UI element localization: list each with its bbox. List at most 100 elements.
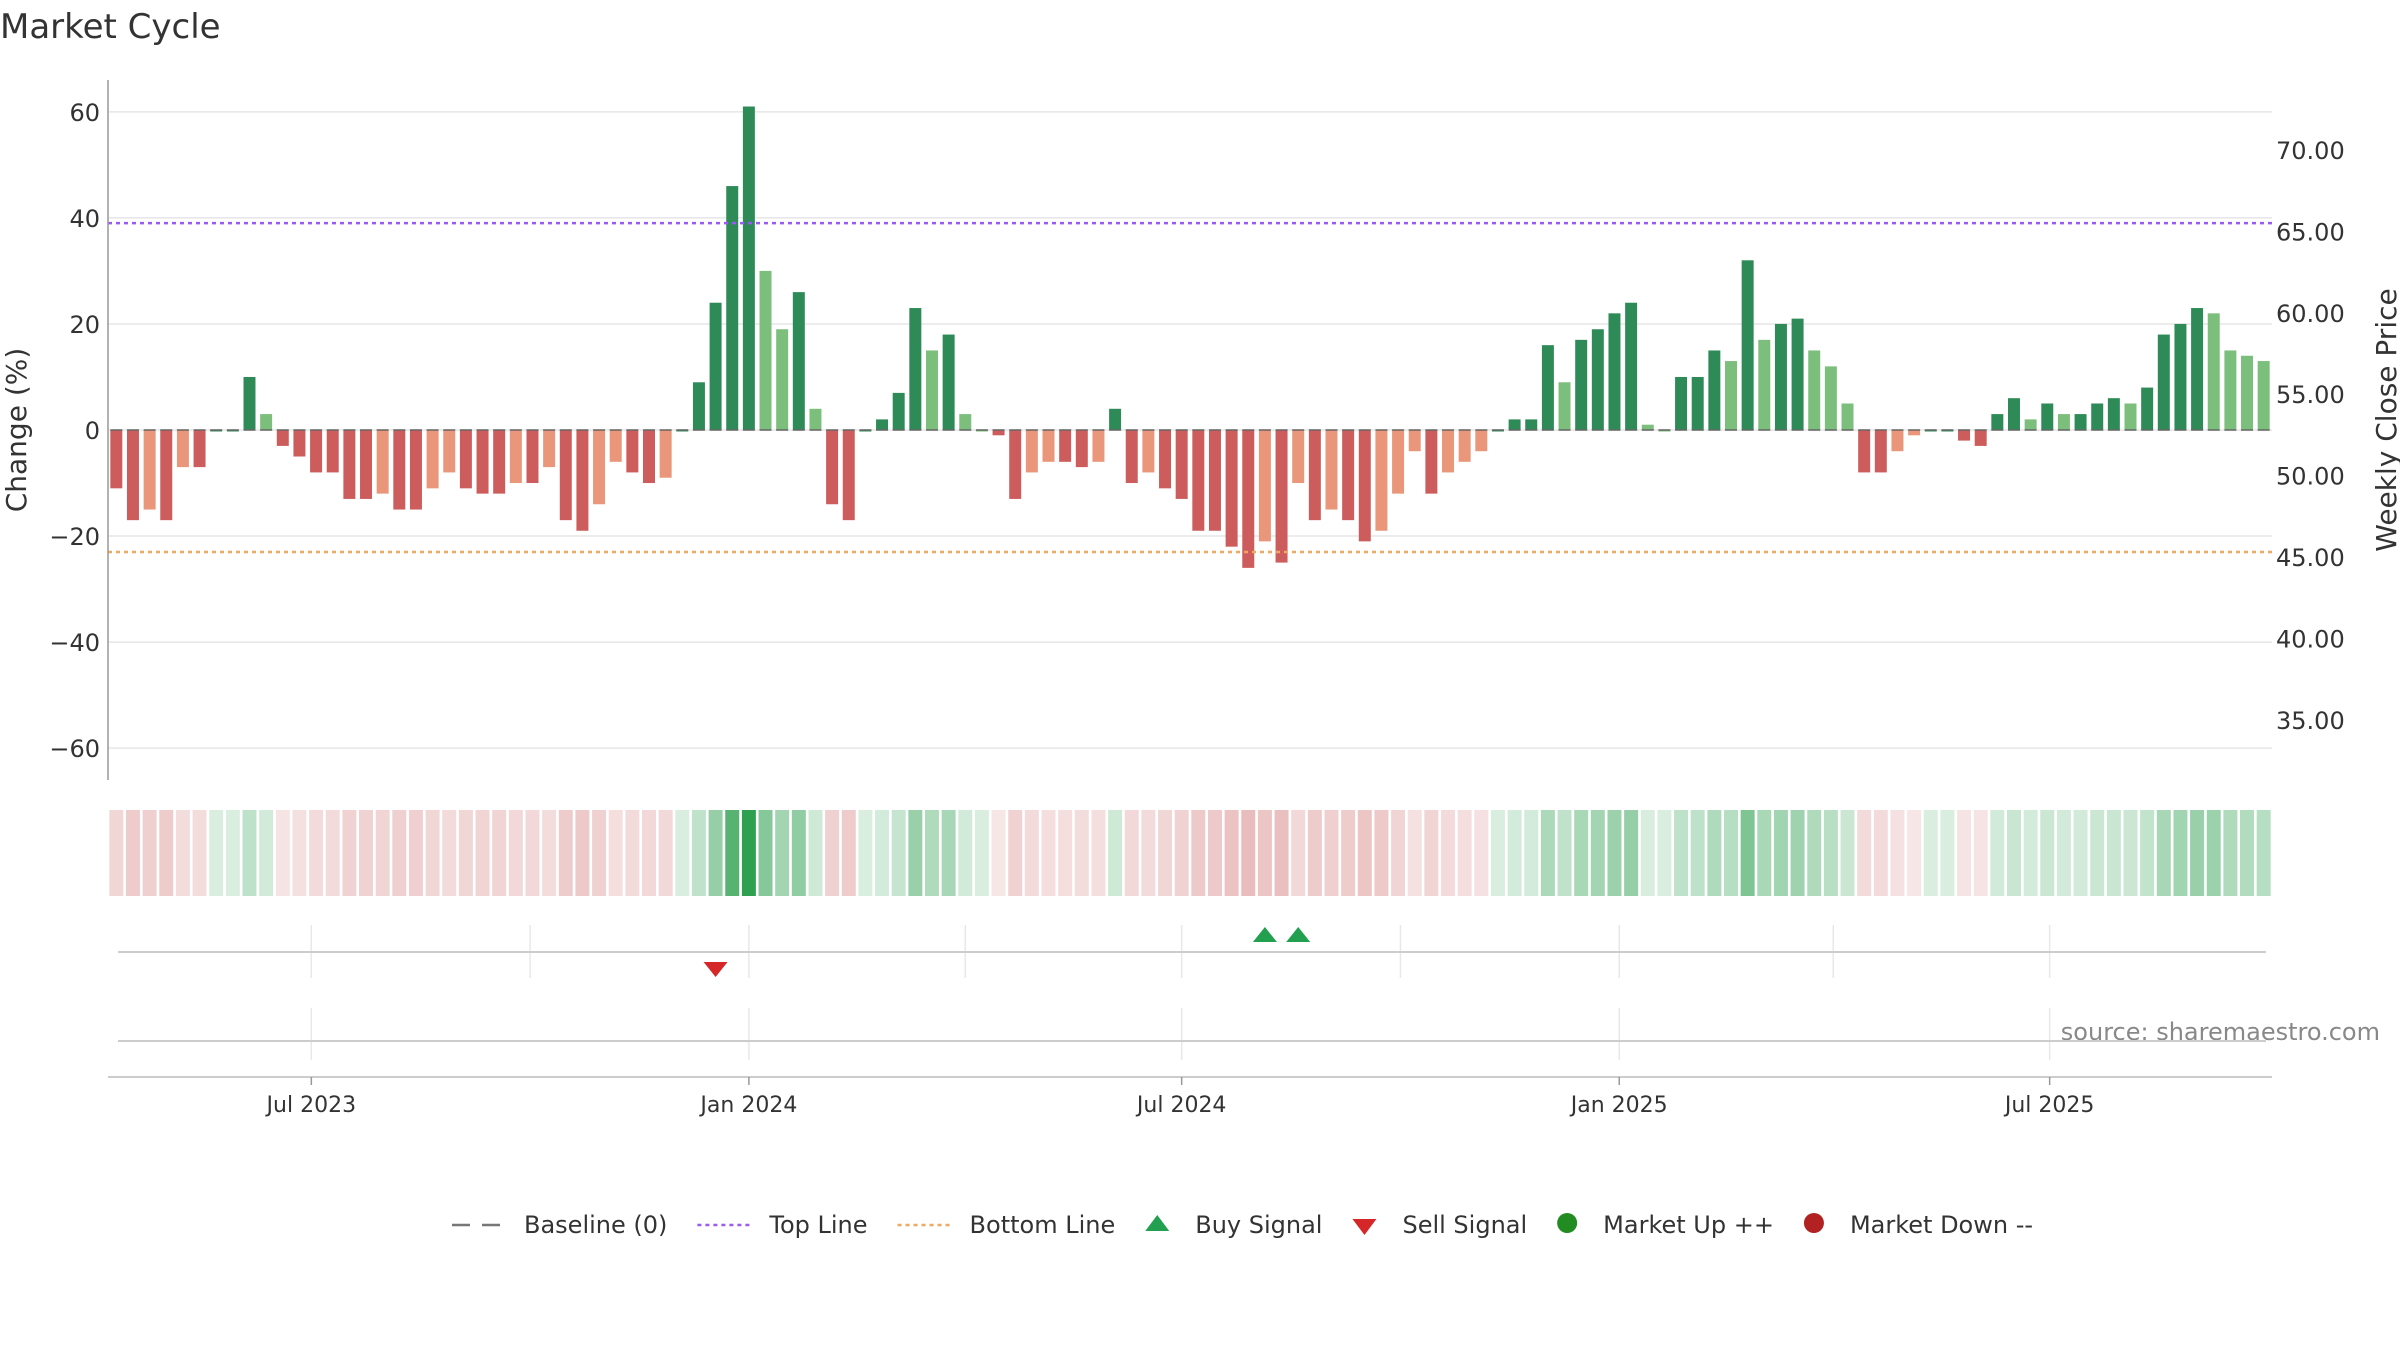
y2-tick-label: 45.00 — [2276, 544, 2345, 572]
bar-129 — [2257, 361, 2270, 430]
strip-cell-71 — [1291, 810, 1306, 896]
bar-108 — [1908, 430, 1921, 436]
legend: Baseline (0) Top Line Bottom Line Buy Signa… — [452, 1211, 2033, 1239]
strip-cell-62 — [1141, 810, 1156, 896]
bar-112 — [1974, 430, 1987, 446]
strip-cell-59 — [1091, 810, 1106, 896]
strip-cell-52 — [974, 810, 989, 896]
bar-119 — [2091, 403, 2104, 430]
strip-cell-47 — [891, 810, 906, 896]
bar-103 — [1824, 366, 1837, 430]
strip-cell-86 — [1540, 810, 1555, 896]
strip-cell-94 — [1674, 810, 1689, 896]
bar-63 — [1159, 430, 1172, 489]
strip-cell-118 — [2073, 810, 2088, 896]
y-tick-label: 40 — [69, 205, 100, 233]
strip-cell-41 — [791, 810, 806, 896]
legend-item-up: Market Up ++ — [1557, 1211, 1774, 1239]
legend-label: Market Up ++ — [1603, 1211, 1774, 1239]
legend-swatch-market-down — [1803, 1213, 1824, 1233]
bar-19 — [426, 430, 439, 489]
bar-102 — [1808, 350, 1821, 430]
bar-68 — [1242, 430, 1255, 568]
strip-cell-31 — [625, 810, 640, 896]
y-tick-label: −40 — [49, 629, 100, 657]
strip-cell-21 — [458, 810, 473, 896]
y2-axis-label: Weekly Close Price — [2370, 288, 2400, 551]
bar-96 — [1708, 350, 1721, 430]
bar-90 — [1608, 313, 1621, 430]
bar-3 — [160, 430, 173, 521]
bar-59 — [1092, 430, 1105, 462]
strip-cell-114 — [2006, 810, 2021, 896]
bar-99 — [1758, 339, 1771, 430]
strip-cell-112 — [1973, 810, 1988, 896]
strip-cell-65 — [1191, 810, 1206, 896]
bar-39 — [759, 270, 772, 430]
bar-60 — [1109, 408, 1122, 430]
strip-cell-63 — [1158, 810, 1173, 896]
bar-32 — [643, 430, 655, 484]
strip-cell-3 — [159, 810, 174, 896]
bar-1 — [126, 430, 139, 521]
legend-item-dash: Baseline (0) — [452, 1211, 667, 1239]
bar-124 — [2174, 323, 2187, 430]
bar-53 — [992, 430, 1005, 436]
signal-track — [118, 925, 2266, 1060]
bar-50 — [942, 334, 955, 430]
strip-cell-64 — [1174, 810, 1189, 896]
bar-22 — [476, 430, 489, 494]
bar-115 — [2024, 419, 2037, 430]
bar-36 — [709, 302, 722, 430]
strip-cell-56 — [1041, 810, 1056, 896]
bar-12 — [310, 430, 323, 473]
reference-lines-layer — [108, 221, 2272, 554]
strip-cell-24 — [508, 810, 523, 896]
bar-30 — [609, 430, 622, 462]
strip-cell-82 — [1474, 810, 1489, 896]
strip-cell-69 — [1257, 810, 1272, 896]
bar-128 — [2241, 355, 2254, 430]
bar-95 — [1691, 376, 1704, 430]
bar-37 — [726, 186, 739, 430]
strip-cell-116 — [2040, 810, 2055, 896]
strip-cell-97 — [1724, 810, 1738, 896]
strip-cell-27 — [558, 810, 573, 896]
bar-44 — [842, 430, 855, 521]
strip-cell-46 — [875, 810, 890, 896]
bar-121 — [2124, 403, 2137, 430]
bar-117 — [2057, 414, 2070, 430]
bar-88 — [1575, 339, 1588, 430]
bar-87 — [1558, 382, 1571, 430]
y2-tick-label: 55.00 — [2276, 381, 2345, 409]
strip-cell-90 — [1607, 810, 1622, 896]
bar-57 — [1059, 430, 1072, 462]
bar-55 — [1025, 430, 1038, 473]
bar-122 — [2141, 387, 2154, 430]
bar-105 — [1858, 430, 1871, 473]
bar-47 — [892, 392, 905, 430]
legend-label: Top Line — [768, 1211, 867, 1239]
x-tick-label: Jul 2023 — [265, 1093, 357, 1118]
legend-label: Sell Signal — [1402, 1211, 1527, 1239]
bar-76 — [1375, 430, 1388, 531]
bar-26 — [543, 430, 556, 468]
strip-cell-53 — [991, 810, 1006, 896]
bar-42 — [809, 408, 822, 430]
bar-71 — [1292, 430, 1305, 484]
bar-35 — [692, 382, 705, 430]
bar-15 — [360, 430, 373, 499]
bar-125 — [2191, 308, 2204, 430]
strip-cell-32 — [642, 810, 656, 896]
y2-tick-label: 60.00 — [2276, 300, 2345, 328]
strip-cell-121 — [2123, 810, 2138, 896]
bar-58 — [1075, 430, 1088, 468]
strip-cell-38 — [741, 810, 756, 896]
strip-cell-44 — [841, 810, 856, 896]
intensity-strip — [109, 810, 2271, 896]
bar-10 — [276, 430, 289, 446]
strip-cell-88 — [1574, 810, 1589, 896]
y2-tick-label: 50.00 — [2276, 463, 2345, 491]
